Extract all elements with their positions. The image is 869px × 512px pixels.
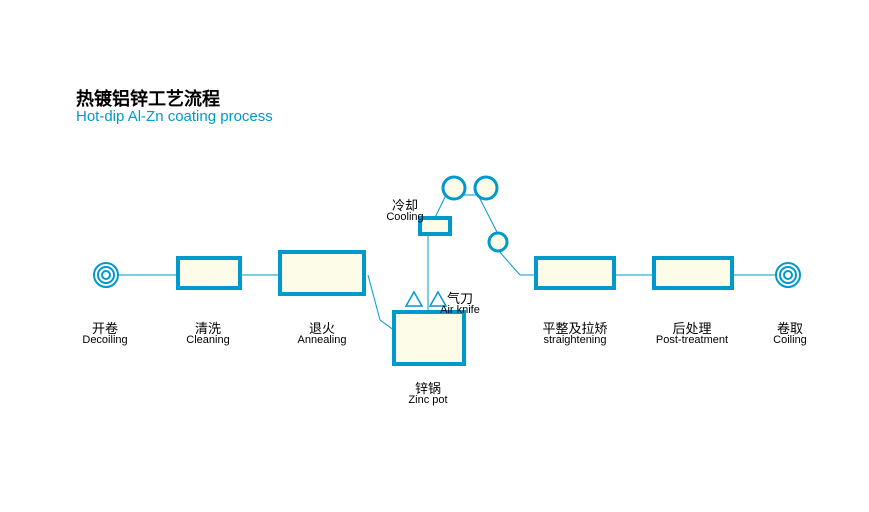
coil-decoiling-icon — [98, 267, 114, 283]
flow-line — [368, 275, 380, 320]
label-en-cleaning: Cleaning — [148, 334, 268, 346]
annealing-box — [280, 252, 364, 294]
flow-line — [498, 250, 520, 275]
coil-decoiling-icon — [102, 271, 110, 279]
pulley-icon — [489, 233, 507, 251]
posttreatment-box — [654, 258, 732, 288]
coil-coiling-icon — [784, 271, 792, 279]
pulley-icon — [475, 177, 497, 199]
coil-coiling-icon — [780, 267, 796, 283]
label-en-coiling: Coiling — [730, 334, 850, 346]
process-diagram — [0, 0, 869, 512]
cleaning-box — [178, 258, 240, 288]
label-en-zincpot: Zinc pot — [368, 394, 488, 406]
straightening-box — [536, 258, 614, 288]
label-en-straightening: straightening — [515, 334, 635, 346]
zincpot-box — [394, 312, 464, 364]
label-en-annealing: Annealing — [262, 334, 382, 346]
label-en-cooling: Cooling — [345, 211, 465, 223]
label-en-airknife: Air knife — [400, 304, 520, 316]
title-english: Hot-dip Al-Zn coating process — [76, 108, 273, 125]
flow-line — [478, 195, 498, 234]
label-en-decoiling: Decoiling — [45, 334, 165, 346]
